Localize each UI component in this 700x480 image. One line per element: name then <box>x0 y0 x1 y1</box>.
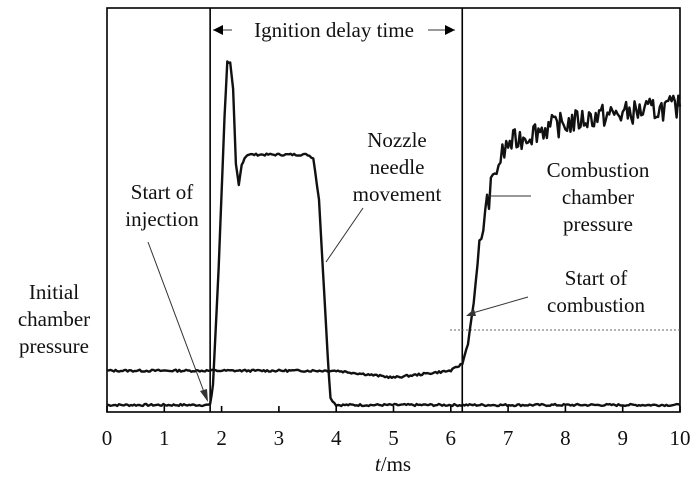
x-tick-label: 10 <box>670 426 691 450</box>
x-axis-title-unit: /ms <box>381 452 411 476</box>
injection-label-line-1: Start of <box>131 180 193 204</box>
start-combustion-line-1: Start of <box>565 266 627 290</box>
ignition-delay-label: Ignition delay time <box>254 18 414 42</box>
x-tick-label: 4 <box>331 426 342 450</box>
x-tick-label: 5 <box>388 426 399 450</box>
ignition-delay-annotation: Ignition delay time <box>213 16 455 44</box>
x-tick-label: 9 <box>617 426 628 450</box>
start-of-injection-annotation: Start of injection <box>125 180 208 402</box>
combustion-label-line-3: pressure <box>563 212 633 236</box>
initial-pressure-annotation: Initial chamber pressure <box>18 280 90 358</box>
start-of-combustion-annotation: Start of combustion <box>466 266 645 317</box>
x-tick-label: 8 <box>560 426 571 450</box>
x-tick-label: 3 <box>274 426 285 450</box>
x-axis-title-variable: t <box>375 452 382 476</box>
needle-label-line-2: needle <box>370 155 425 179</box>
initial-label-line-2: chamber <box>18 307 90 331</box>
x-axis-title: t/ms <box>375 452 411 476</box>
start-combustion-line-2: combustion <box>547 293 645 317</box>
injection-label-line-2: injection <box>125 207 199 231</box>
combustion-pressure-trace <box>106 94 682 380</box>
nozzle-needle-annotation: Nozzle needle movement <box>325 128 442 263</box>
needle-label-line-3: movement <box>353 182 442 206</box>
combustion-label-line-1: Combustion <box>547 158 650 182</box>
combustion-label-line-2: chamber <box>562 185 634 209</box>
x-tick-label: 0 <box>102 426 113 450</box>
x-tick-label: 1 <box>159 426 170 450</box>
x-tick-label: 7 <box>503 426 514 450</box>
x-axis-ticks: 0 1 2 3 4 5 6 7 8 9 10 <box>102 406 691 450</box>
initial-label-line-1: Initial <box>29 280 79 304</box>
combustion-pressure-annotation: Combustion chamber pressure <box>487 158 650 236</box>
initial-label-line-3: pressure <box>19 334 89 358</box>
x-tick-label: 2 <box>216 426 227 450</box>
nozzle-needle-trace <box>106 60 681 408</box>
x-tick-label: 6 <box>446 426 457 450</box>
needle-label-line-1: Nozzle <box>367 128 426 152</box>
